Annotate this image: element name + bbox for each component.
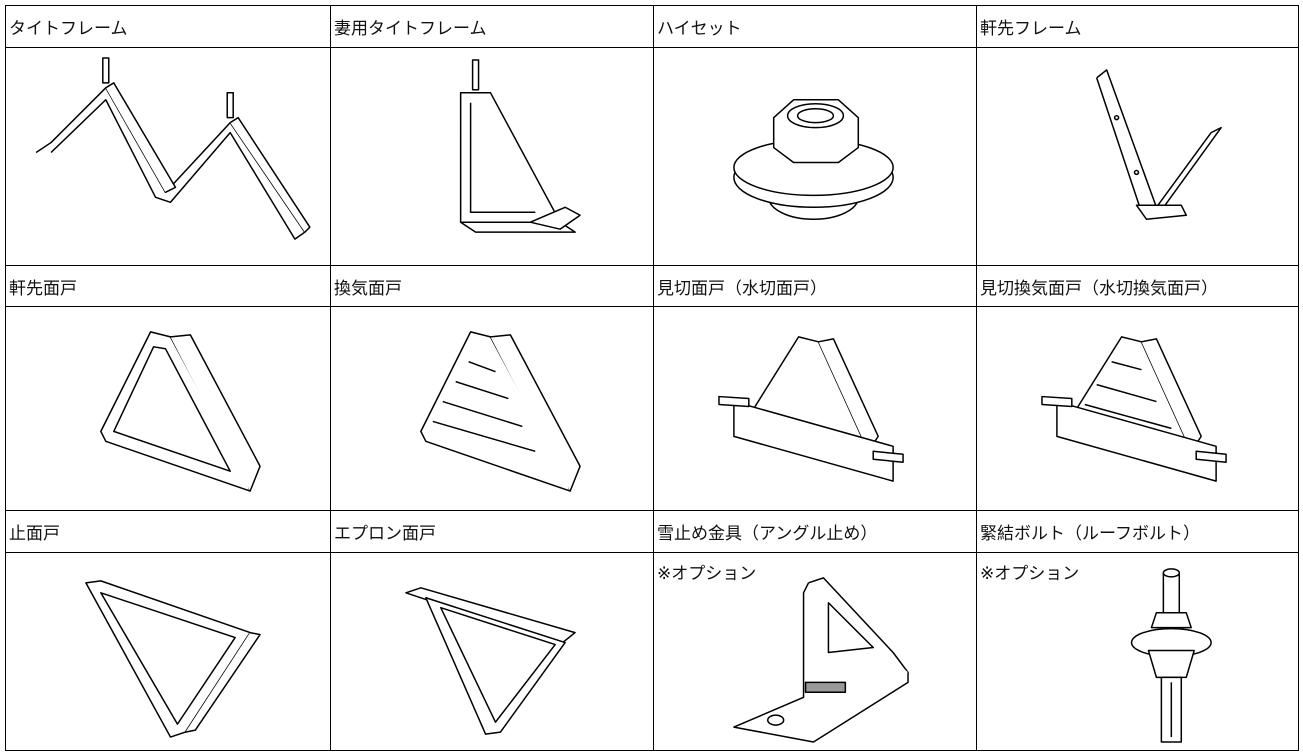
apron-closure-drawing: [405, 587, 576, 735]
edge-closure-drawing: [718, 336, 904, 482]
cell-label: 雪止め金具（アングル止め）: [654, 511, 977, 553]
cell-image: [977, 307, 1299, 511]
option-note: ※オプション: [657, 564, 757, 584]
hi-set-drawing: [733, 99, 894, 220]
cell-image: [977, 48, 1299, 266]
stop-closure-drawing: [85, 580, 261, 738]
cell-image: [331, 48, 654, 266]
cell-label: 軒先フレーム: [977, 6, 1299, 48]
cell-image: [6, 307, 331, 511]
snow-stopper-drawing: [733, 577, 909, 743]
cell-image: [6, 48, 331, 266]
vent-closure-drawing: [420, 331, 581, 492]
tight-frame-drawing: [35, 57, 311, 240]
cell-image: [331, 553, 654, 751]
cell-label: 妻用タイトフレーム: [331, 6, 654, 48]
cell-image: [654, 307, 977, 511]
cell-image: ※オプション: [977, 553, 1299, 751]
cell-image: [654, 48, 977, 266]
cell-image: [6, 553, 331, 751]
cell-label: 見切面戸（水切面戸）: [654, 266, 977, 307]
cell-label: タイトフレーム: [6, 6, 331, 48]
cell-label: エプロン面戸: [331, 511, 654, 553]
cell-label: 緊結ボルト（ルーフボルト）: [977, 511, 1299, 553]
eave-closure-drawing: [100, 331, 261, 492]
edge-vent-closure-drawing: [1041, 336, 1227, 482]
cell-label: 止面戸: [6, 511, 331, 553]
cell-label: ハイセット: [654, 6, 977, 48]
cell-label: 軒先面戸: [6, 266, 331, 307]
parts-table: タイトフレーム 妻用タイトフレーム ハイセット 軒先フレーム: [5, 5, 1299, 751]
option-note: ※オプション: [980, 564, 1080, 584]
roof-bolt-drawing: [1130, 568, 1212, 743]
gable-tight-frame-drawing: [459, 59, 581, 233]
cell-image: [331, 307, 654, 511]
cell-label: 換気面戸: [331, 266, 654, 307]
cell-image: ※オプション: [654, 553, 977, 751]
eave-frame-drawing: [1095, 69, 1222, 220]
cell-label: 見切換気面戸（水切換気面戸）: [977, 266, 1299, 307]
